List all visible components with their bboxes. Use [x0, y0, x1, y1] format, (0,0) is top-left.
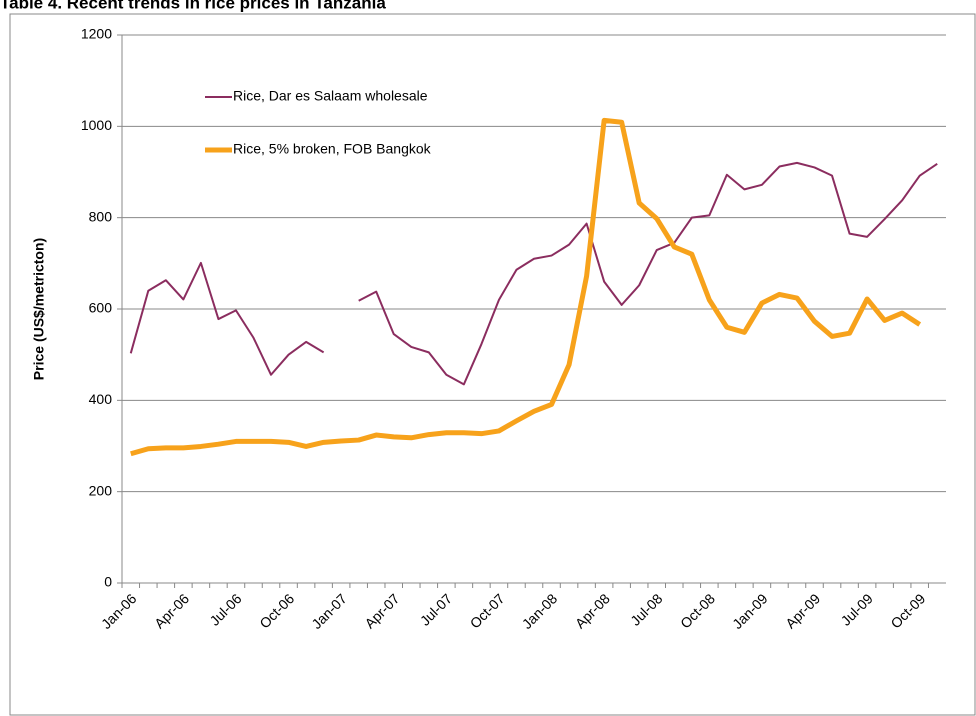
- x-tick-label: Oct-06: [256, 590, 297, 631]
- y-tick-label: 1000: [81, 117, 112, 133]
- y-tick-label: 400: [89, 391, 113, 407]
- x-tick-label: Jul-06: [206, 590, 244, 628]
- data-line: [129, 161, 938, 386]
- legend-label: Rice, 5% broken, FOB Bangkok: [233, 141, 432, 157]
- y-tick-label: 600: [89, 300, 113, 316]
- y-tick-label: 800: [89, 208, 113, 224]
- x-tick-label: Apr-06: [151, 590, 192, 631]
- x-tick-label: Jul-09: [838, 590, 876, 628]
- x-tick-label: Apr-08: [572, 590, 613, 631]
- x-tick-label: Apr-09: [782, 590, 823, 631]
- data-line: [130, 117, 922, 457]
- x-tick-label: Oct-09: [887, 590, 928, 631]
- x-tick-label: Jan-06: [98, 590, 140, 632]
- x-tick-label: Apr-07: [361, 590, 402, 631]
- x-tick-label: Jul-07: [417, 590, 455, 628]
- y-tick-label: 200: [89, 482, 113, 498]
- y-tick-label: 0: [104, 574, 112, 590]
- chart-frame: [9, 13, 976, 716]
- chart-title: Table 4. Recent trends in rice prices in…: [0, 0, 386, 12]
- x-tick-label: Oct-07: [467, 590, 508, 631]
- legend-label: Rice, Dar es Salaam wholesale: [233, 88, 428, 104]
- x-tick-label: Jan-08: [519, 590, 561, 632]
- y-tick-label: 1200: [81, 26, 112, 42]
- x-tick-label: Jan-09: [729, 590, 771, 632]
- x-tick-label: Jul-08: [627, 590, 665, 628]
- x-tick-label: Oct-08: [677, 590, 718, 631]
- y-axis-label: Price (US$/metricton): [31, 238, 47, 380]
- x-tick-label: Jan-07: [308, 590, 350, 632]
